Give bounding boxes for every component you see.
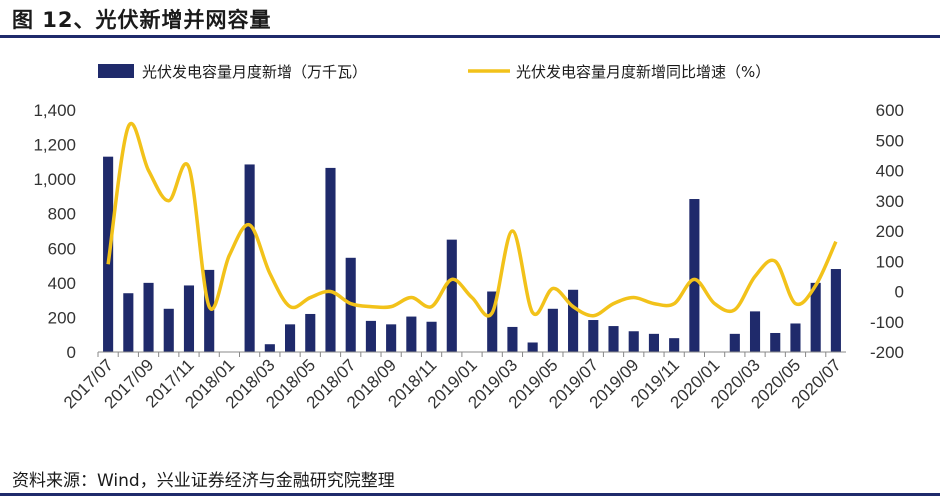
left-axis-tick-label: 0 [67,343,76,362]
bar-2018-06 [325,167,336,352]
right-axis-tick-label: 500 [876,131,904,150]
left-axis-tick-label: 600 [48,239,76,258]
right-axis-tick-label: 600 [876,101,904,120]
bar-2019-12 [689,199,700,352]
bar-2017-08 [123,293,134,352]
bar-2020-06 [810,282,821,352]
right-axis-tick-label: -100 [870,313,904,332]
bar-2017-09 [143,282,154,352]
bar-2019-09 [628,331,639,352]
right-axis-tick-label: -200 [870,343,904,362]
legend-label-line: 光伏发电容量月度新增同比增速（%） [516,63,770,81]
right-axis-tick-label: 300 [876,192,904,211]
x-axis: 2017/072017/092017/112018/012018/032018/… [60,351,846,412]
bar-2018-10 [406,316,417,352]
bar-series [103,156,841,352]
bar-2020-07 [830,269,841,352]
bar-2019-11 [669,338,680,352]
right-axis-tick-label: 100 [876,252,904,271]
bar-2020-05 [790,323,801,352]
bar-2019-05 [547,308,558,352]
growth-rate-line [106,121,838,318]
bar-2018-03 [264,344,275,352]
bar-2019-02 [487,291,498,352]
line-series [106,121,838,318]
right-axis-tick-label: 0 [895,283,904,302]
bar-2018-02 [244,164,255,352]
bar-2018-08 [365,320,376,352]
left-axis-ticks: 0 200 400 600 800 1,000 1,200 1,400 [33,101,76,362]
legend-swatch-bar [98,64,134,78]
bar-2018-11 [426,321,437,352]
bottom-divider [0,493,940,496]
bar-2018-05 [305,313,316,352]
bar-2018-12 [446,239,457,352]
left-axis-tick-label: 400 [48,274,76,293]
bar-2018-04 [285,324,296,352]
right-axis-ticks: -200 -100 0 100 200 300 400 500 600 [870,101,904,362]
legend: 光伏发电容量月度新增（万千瓦） 光伏发电容量月度新增同比增速（%） [98,63,770,81]
bar-2020-02 [729,333,740,352]
bar-2017-11 [183,285,195,352]
left-axis-tick-label: 1,000 [33,170,76,189]
bar-2019-03 [507,326,518,352]
title-divider [0,35,940,38]
bar-2019-10 [648,333,659,352]
legend-label-bar: 光伏发电容量月度新增（万千瓦） [142,63,367,81]
source-note: 资料来源：Wind，兴业证券经济与金融研究院整理 [12,471,395,491]
left-axis-tick-label: 1,200 [33,136,76,155]
right-axis-tick-label: 400 [876,162,904,181]
bar-2020-03 [749,311,761,352]
bar-2017-10 [163,308,174,352]
left-axis-tick-label: 1,400 [33,101,76,120]
bar-2019-04 [527,342,538,352]
left-axis-tick-label: 200 [48,308,76,327]
bar-2018-09 [386,324,397,352]
bar-2017-12 [204,269,215,352]
chart-title: 图 12、光伏新增并网容量 [12,8,272,32]
bar-2020-04 [770,332,781,352]
bar-2019-08 [608,326,619,352]
left-axis-tick-label: 800 [48,205,76,224]
bar-2019-06 [568,289,579,352]
right-axis-tick-label: 200 [876,222,904,241]
bar-2019-07 [588,320,599,352]
